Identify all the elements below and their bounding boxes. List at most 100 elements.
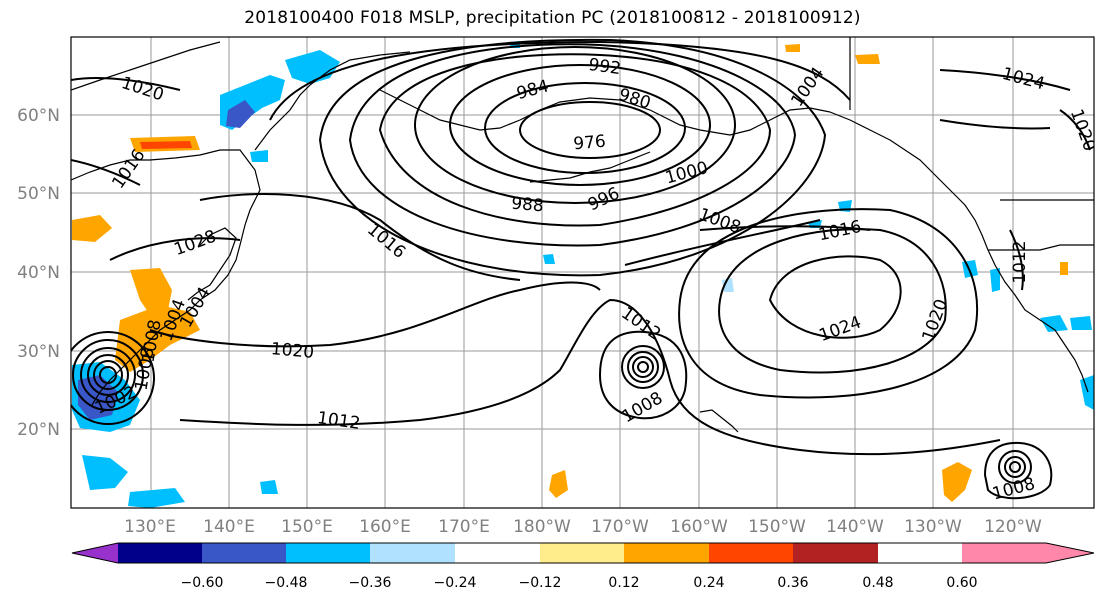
colorbar-tick-label: 0.12 <box>608 575 639 591</box>
lat-label: 60°N <box>17 106 60 126</box>
precip-patch <box>1080 375 1094 410</box>
isobar-label: 1000 <box>663 158 710 189</box>
isobar-988 <box>414 46 736 204</box>
lat-label: 40°N <box>17 263 60 283</box>
coastline-alaska <box>379 89 831 136</box>
colorbar-tick-label: 0.60 <box>946 575 977 591</box>
precip-patch <box>72 215 112 242</box>
precip-patch <box>285 50 340 84</box>
colorbar-extend-min <box>72 543 118 563</box>
cyclone-isobar <box>1004 456 1026 478</box>
map-title: 2018100400 F018 MSLP, precipitation PC (… <box>244 8 861 28</box>
precip-patch <box>260 480 278 494</box>
colorbar-tick-label: −0.36 <box>349 575 392 591</box>
cyclone-isobar <box>637 361 649 373</box>
colorbar-segment <box>455 543 540 563</box>
coastline-japan <box>187 227 237 301</box>
isobar-1012 <box>179 298 1001 456</box>
isobar-1016-nw <box>71 159 141 186</box>
colorbar-segment <box>624 543 709 563</box>
precip-patch <box>1070 316 1092 330</box>
precip-patch <box>1060 262 1068 275</box>
isobar-label: 1020 <box>270 339 315 363</box>
longitude-labels: 130°E 140°E 150°E 160°E 170°E 180°W 170°… <box>124 517 1042 537</box>
cyclone-isobar <box>621 345 665 389</box>
isobar-label: 1008 <box>990 474 1037 505</box>
precip-patch <box>250 150 268 162</box>
isobar-label: 1020 <box>919 297 953 344</box>
isobars <box>71 38 1091 500</box>
isobar-label: 1004 <box>787 64 828 111</box>
colorbar-segment <box>286 543 370 563</box>
cyclone-isobar <box>632 356 654 378</box>
precip-patch <box>1040 315 1068 332</box>
coastline-siberia <box>71 41 221 91</box>
map-frame <box>70 36 1095 509</box>
coastlines <box>71 37 1094 433</box>
isobar-label: 1020 <box>119 73 166 105</box>
typhoon-isobar <box>93 360 123 390</box>
cyclone-isobar <box>1009 461 1021 473</box>
isobar-label: 980 <box>616 85 653 114</box>
colorbar-segment <box>709 543 793 563</box>
precip-patch <box>543 254 555 264</box>
isobar-1012-east <box>1009 229 1024 291</box>
lon-label: 120°W <box>984 517 1042 537</box>
colorbar-segment <box>540 543 624 563</box>
typhoon-isobar <box>72 339 144 411</box>
typhoon-isobar <box>71 331 155 425</box>
colorbar-tick-label: −0.48 <box>265 575 308 591</box>
isobar-label: 988 <box>510 194 544 217</box>
isobar-1024-ne <box>939 69 1071 91</box>
isobar-1016-ne <box>939 119 1051 130</box>
colorbar-labels: −0.60 −0.48 −0.36 −0.24 −0.12 0.12 0.24 … <box>181 575 978 591</box>
colorbar-segment <box>793 543 878 563</box>
isobar-label: 984 <box>514 76 551 104</box>
map-area: 992 984 980 976 988 996 1000 1004 1008 1… <box>71 37 1094 508</box>
lon-label: 160°W <box>670 517 728 537</box>
colorbar-tick-label: 0.48 <box>862 575 893 591</box>
colorbar-segment <box>962 543 1046 563</box>
lon-label: 130°W <box>904 517 962 537</box>
isobar-label: 992 <box>587 55 622 79</box>
precip-patch <box>785 44 800 52</box>
lon-label: 130°E <box>124 517 176 537</box>
isobar-label: 1016 <box>108 146 149 193</box>
isobar-label: 1024 <box>817 313 864 347</box>
colorbar-tick-label: 0.24 <box>693 575 724 591</box>
coastline-westcoast <box>987 249 1089 393</box>
lat-label: 20°N <box>17 420 60 440</box>
colorbar <box>71 542 1095 564</box>
isobar-label: 1024 <box>1000 64 1047 95</box>
typhoon-isobar <box>80 347 136 403</box>
isobar-984 <box>449 64 711 186</box>
isobar-label: 1008 <box>619 388 666 427</box>
isobar-1016-high <box>678 208 979 399</box>
coastline-bc <box>829 111 989 251</box>
isobar-1020-west <box>149 281 601 348</box>
lon-label: 180°W <box>513 517 571 537</box>
cyclone-isobar <box>998 450 1032 484</box>
precip-patch <box>82 455 128 490</box>
lon-label: 150°E <box>281 517 333 537</box>
typhoon-isobar <box>87 354 129 396</box>
colorbar-segment <box>118 543 202 563</box>
isobar-label: 1016 <box>817 217 863 246</box>
lat-label: 50°N <box>17 184 60 204</box>
lon-label: 140°W <box>826 517 884 537</box>
precip-patch <box>549 470 568 498</box>
isobar-976 <box>519 101 661 159</box>
precip-patch <box>855 54 880 64</box>
typhoon-isobar <box>99 366 117 384</box>
isobar-1008-c <box>598 330 688 420</box>
isobar-label: 1012 <box>1010 240 1030 283</box>
lon-label: 140°E <box>203 517 255 537</box>
isobar-1008-e <box>983 441 1053 500</box>
precip-patch <box>140 141 192 149</box>
lat-label: 30°N <box>17 342 60 362</box>
precip-patch <box>990 268 1000 292</box>
isobar-1008 <box>624 219 821 266</box>
colorbar-segment <box>202 543 286 563</box>
isobar-label: 1008 <box>696 205 743 239</box>
isobar-1024-high <box>768 255 902 339</box>
